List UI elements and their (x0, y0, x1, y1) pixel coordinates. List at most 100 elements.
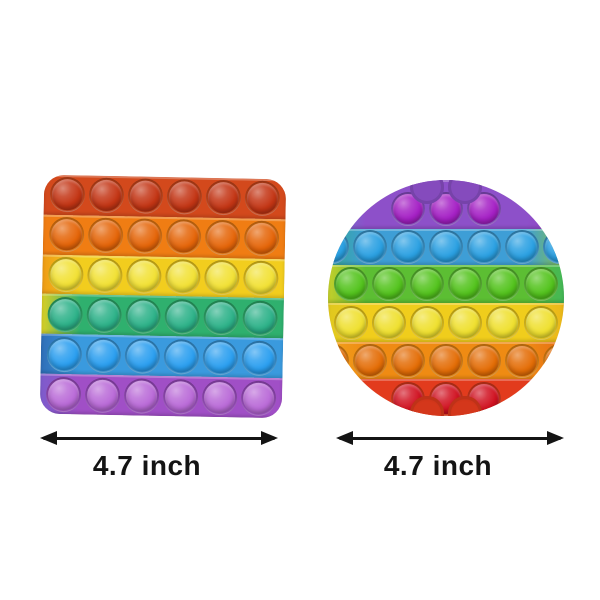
bubble-dome (127, 300, 159, 332)
arrow-right-head-icon (261, 431, 278, 445)
bubble-dome (129, 180, 162, 213)
popit-bubble-red (127, 178, 164, 215)
popit-bubble-purple (201, 379, 238, 415)
bubble-dome (206, 261, 238, 294)
bubble-dome (49, 298, 81, 331)
bubble-dome (374, 307, 404, 338)
circle-popit-row-purple (328, 180, 564, 229)
popit-bubble-blue (391, 230, 425, 264)
popit-bubble-green (372, 267, 406, 301)
square-popit-row-blue (40, 333, 284, 379)
popit-bubble-green (47, 296, 83, 333)
bubble-dome (450, 269, 480, 299)
popit-bubble-purple (240, 380, 277, 416)
circle-popit-row-orange (328, 342, 564, 379)
square-popit-row-orange (42, 214, 286, 259)
circle-popit (328, 180, 564, 416)
popit-bubble-yellow (126, 258, 162, 295)
circle-popit-row-yellow (328, 303, 564, 342)
popit-bubble-yellow (334, 305, 368, 340)
popit-bubble-blue (467, 230, 501, 264)
popit-bubble-yellow (87, 257, 123, 294)
popit-bubble-orange (204, 220, 241, 256)
popit-bubble-blue (353, 230, 387, 264)
popit-bubble-purple (467, 192, 501, 226)
popit-bubble-blue (543, 230, 564, 264)
square-dimension-annotation: 4.7 inch (40, 431, 278, 482)
bubble-dome (507, 345, 537, 376)
popit-bubble-yellow (448, 305, 482, 340)
bubble-dome (355, 232, 385, 262)
bubble-dome (336, 307, 366, 338)
square-popit-row-yellow (42, 254, 285, 299)
bubble-dome (336, 269, 366, 299)
popit-bubble-green (524, 267, 558, 301)
square-popit (39, 174, 287, 419)
popit-bubble-blue (241, 340, 278, 376)
circle-dimension-label: 4.7 inch (383, 450, 493, 481)
bubble-dome (242, 382, 275, 414)
popit-bubble-green (203, 299, 239, 336)
popit-bubble-blue (429, 230, 463, 264)
popit-bubble-green (486, 267, 520, 301)
bubble-dome (206, 222, 239, 254)
bubble-dome (128, 260, 160, 292)
popit-bubble-orange (48, 217, 85, 253)
bubble-dome (86, 379, 119, 411)
popit-bubble-orange (243, 220, 280, 257)
bubble-dome (246, 183, 279, 215)
bubble-dome (507, 232, 537, 262)
popit-bubble-purple (123, 377, 160, 414)
bubble-dome (47, 378, 80, 410)
popit-bubble-orange (429, 343, 463, 378)
bubble-dome (126, 340, 159, 372)
square-popit-row-green (41, 294, 284, 339)
popit-bubble-green (410, 267, 444, 301)
bubble-dome (168, 181, 201, 214)
bubble-dome (393, 345, 423, 376)
bubble-dome (545, 232, 564, 262)
popit-bubble-orange (165, 219, 202, 255)
arrow-line (339, 437, 561, 440)
bubble-dome (90, 180, 123, 212)
bubble-dome (88, 299, 120, 332)
bubble-dome (51, 179, 84, 211)
popit-bubble-orange (126, 218, 163, 255)
popit-bubble-blue (202, 339, 239, 376)
bubble-dome (203, 381, 236, 413)
square-popit-row-purple (39, 373, 283, 419)
bubble-dome (89, 259, 121, 292)
popit-bubble-green (334, 267, 368, 301)
bubble-dome (207, 182, 240, 214)
double-arrow-icon (40, 431, 278, 445)
popit-bubble-red (88, 177, 125, 214)
popit-bubble-green (448, 267, 482, 301)
popit-bubble-orange (467, 343, 501, 378)
bubble-dome (245, 262, 277, 295)
popit-bubble-green (86, 297, 122, 334)
popit-bubble-partial-red (448, 396, 482, 416)
bubble-dome (469, 232, 499, 262)
bubble-dome (431, 232, 461, 262)
bubble-dome (50, 219, 83, 251)
bubble-dome (167, 221, 200, 253)
bubble-dome (412, 269, 442, 299)
bubble-dome (245, 222, 278, 255)
bubble-dome (374, 269, 404, 299)
bubble-dome (166, 300, 198, 333)
bubble-dome (165, 340, 198, 373)
circle-popit-row-green (328, 265, 564, 303)
bubble-dome (450, 307, 480, 338)
popit-bubble-blue (124, 338, 161, 374)
bubble-dome (167, 261, 199, 293)
bubble-dome (89, 219, 122, 252)
circle-popit-row-red (328, 379, 564, 416)
bubble-dome (125, 379, 158, 412)
popit-bubble-yellow (48, 256, 84, 293)
popit-bubble-yellow (486, 305, 520, 340)
bubble-dome (431, 345, 461, 376)
bubble-dome (355, 345, 385, 376)
popit-bubble-orange (87, 217, 124, 254)
square-popit-row-red (43, 174, 287, 220)
popit-bubble-purple (84, 377, 121, 413)
